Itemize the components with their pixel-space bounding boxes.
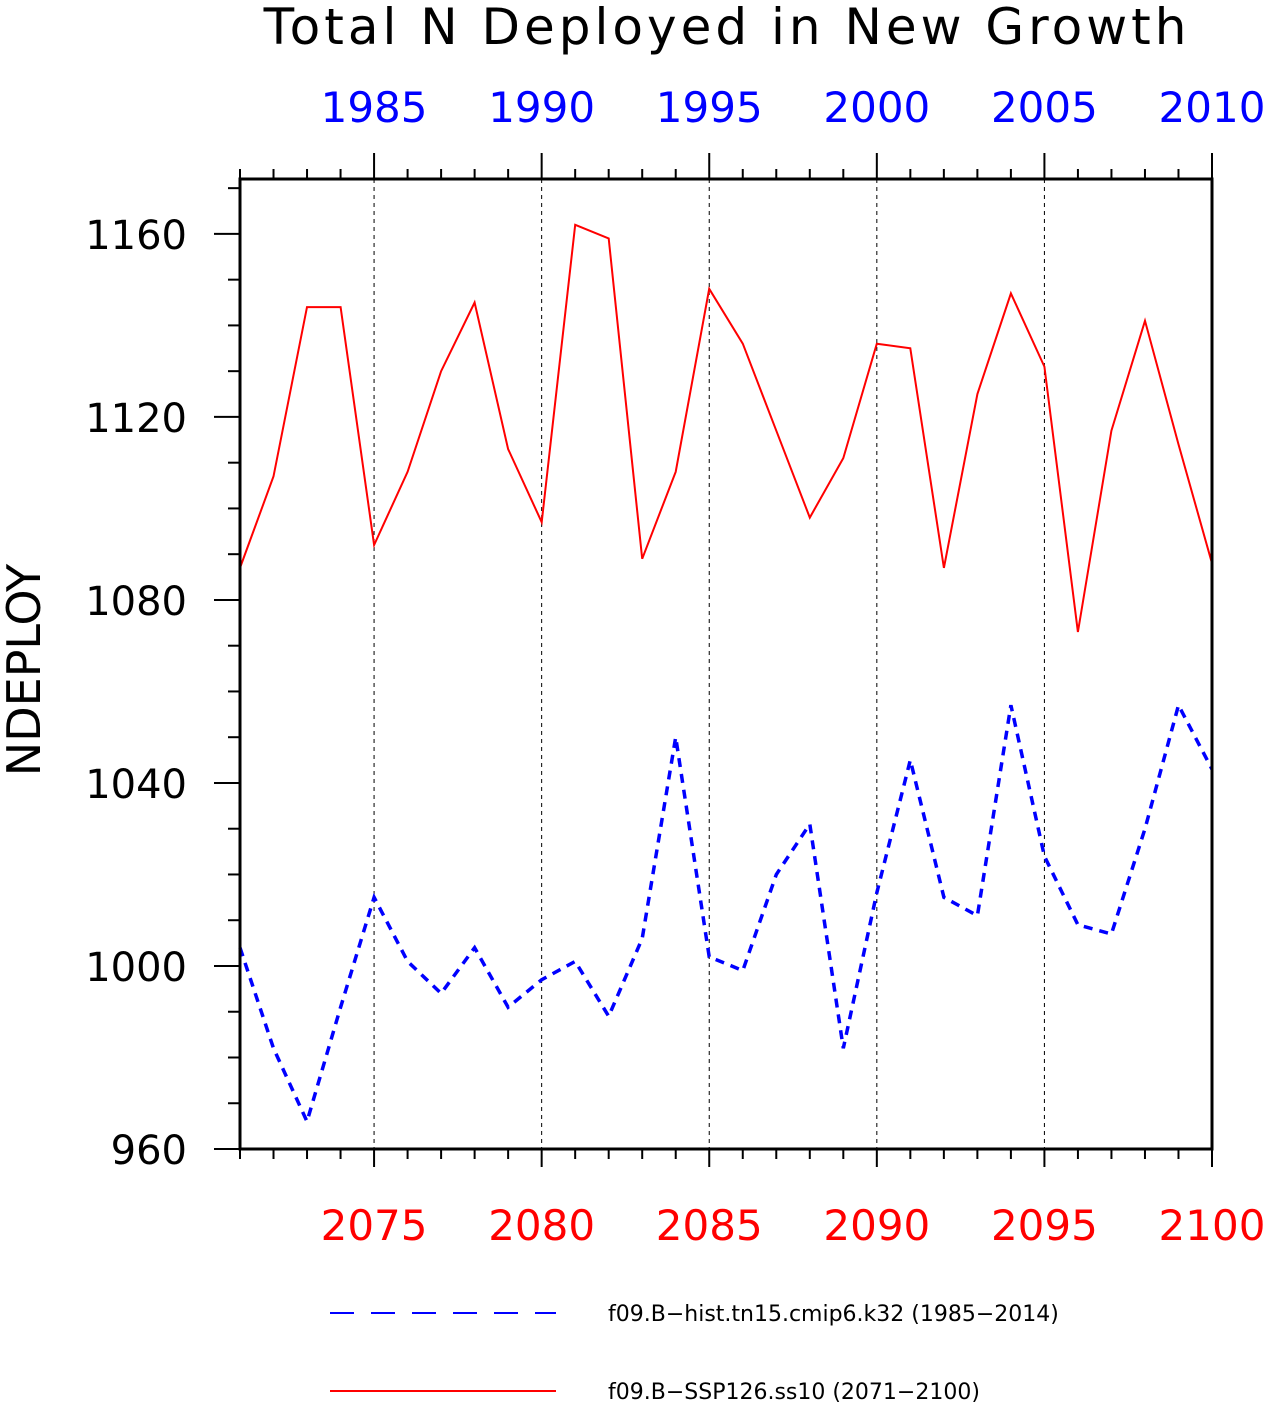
y-tick-label: 960 — [111, 1128, 187, 1174]
axis-tick-labels: 2075 2080 2085 2090 2095 2100 1985 1990 1995 2000… — [85, 83, 1265, 1250]
plot-frame — [238, 177, 1214, 1151]
bottom-tick-label: 2085 — [656, 1201, 763, 1250]
top-tick-label: 2000 — [823, 83, 930, 132]
y-tick-label: 1040 — [85, 762, 187, 808]
series-line-1 — [238, 700, 1214, 1127]
series-line-2 — [239, 223, 1213, 633]
y-tick-label: 1000 — [85, 945, 187, 991]
bottom-tick-label: 2090 — [823, 1201, 930, 1250]
bottom-tick-label: 2095 — [991, 1201, 1098, 1250]
legend: f09.B−hist.tn15.cmip6.k32 (1985−2014) f09… — [330, 1302, 1059, 1405]
chart-title: Total N Deployed in New Growth — [263, 0, 1191, 56]
top-tick-label: 2005 — [991, 83, 1098, 132]
bottom-tick-label: 2075 — [321, 1201, 428, 1250]
bottom-tick-label: 2080 — [488, 1201, 595, 1250]
axis-ticks — [214, 153, 1213, 1167]
gridlines — [373, 179, 1045, 1149]
y-tick-label: 1160 — [85, 213, 187, 259]
bottom-tick-label: 2100 — [1159, 1201, 1266, 1250]
plot-series — [238, 223, 1214, 1127]
y-tick-label: 1080 — [85, 579, 187, 625]
y-axis-label: NDEPLOY — [0, 563, 51, 776]
top-tick-label: 2010 — [1159, 83, 1266, 132]
legend-label-1: f09.B−hist.tn15.cmip6.k32 (1985−2014) — [608, 1302, 1059, 1327]
top-tick-label: 1990 — [488, 83, 595, 132]
top-tick-label: 1995 — [656, 83, 763, 132]
top-tick-label: 1985 — [321, 83, 428, 132]
y-tick-label: 1120 — [85, 396, 187, 442]
legend-label-2: f09.B−SSP126.ss10 (2071−2100) — [608, 1380, 980, 1405]
